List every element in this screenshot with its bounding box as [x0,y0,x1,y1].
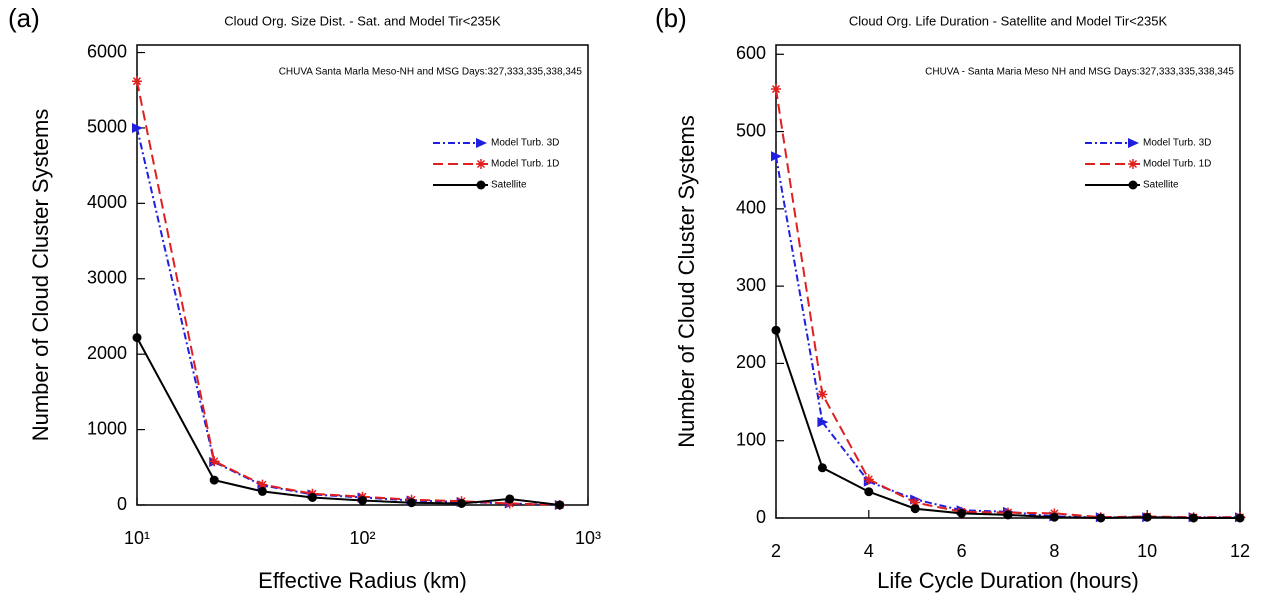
marker-circle [957,508,967,518]
series-line [775,88,1240,519]
panel-label: (a) [8,3,40,33]
y-tick-label: 200 [736,352,766,372]
legend-label: Satellite [491,180,527,191]
y-tick-label: 500 [736,120,766,140]
legend-label: Satellite [1143,180,1179,191]
marker-triangle [771,151,782,162]
y-tick-label: 0 [117,494,127,514]
legend-label: Model Turb. 1D [1143,159,1211,170]
marker-asterisk [817,389,828,400]
marker-circle [1235,513,1245,523]
x-tick-label: 6 [957,541,967,561]
marker-triangle [817,417,829,428]
marker-circle [407,498,417,508]
y-axis-label: Number of Cloud Cluster Systems [28,109,53,442]
panel-label: (b) [655,3,687,33]
marker-circle [771,325,781,335]
marker-asterisk [504,498,515,509]
series-line [775,329,1240,520]
y-tick-label: 3000 [87,268,127,288]
marker-asterisk [863,474,874,485]
marker-circle [358,495,367,505]
marker-asterisk [257,479,268,490]
legend-label: Model Turb. 1D [491,159,559,170]
marker-circle [505,494,515,504]
y-axis-label: Number of Cloud Cluster Systems [674,115,699,448]
y-tick-label: 400 [736,198,766,218]
legend-label: Model Turb. 3D [491,138,559,149]
y-tick-label: 100 [736,429,766,449]
annotation: CHUVA - Santa Maria Meso NH and MSG Days… [925,67,1234,78]
x-tick-label: 10 [1137,541,1157,561]
marker-circle [864,487,874,497]
x-tick-label: 10² [349,528,375,548]
marker-circle [1003,510,1013,520]
x-tick-label: 12 [1230,541,1250,561]
marker-circle [307,492,317,502]
marker-circle [1189,513,1199,523]
marker-circle [457,498,467,508]
plot-frame [136,44,589,506]
marker-asterisk [476,159,486,169]
x-tick-label: 4 [864,541,874,561]
marker-circle [555,500,565,510]
series-line [136,337,560,506]
y-tick-label: 600 [736,43,766,63]
marker-circle [1142,512,1152,522]
marker-asterisk [771,84,781,95]
marker-circle [910,504,920,514]
y-tick-label: 4000 [87,192,127,212]
x-tick-label: 10³ [575,528,601,548]
annotation: CHUVA Santa Marla Meso-NH and MSG Days:3… [279,67,583,78]
x-axis-label: Life Cycle Duration (hours) [877,568,1139,593]
marker-triangle [476,138,487,148]
chart-title: Cloud Org. Life Duration - Satellite and… [849,13,1168,28]
marker-triangle [132,122,143,133]
x-axis-label: Effective Radius (km) [258,568,467,593]
marker-circle [1096,513,1106,523]
y-tick-label: 5000 [87,117,127,137]
y-tick-label: 6000 [87,41,127,61]
legend-label: Model Turb. 3D [1143,138,1211,149]
marker-circle [1128,180,1138,190]
marker-asterisk [209,456,220,467]
marker-triangle [1128,138,1139,148]
y-tick-label: 300 [736,275,766,295]
marker-circle [1049,512,1059,522]
marker-circle [476,180,486,190]
marker-circle [257,486,267,496]
marker-circle [209,475,219,485]
marker-circle [132,333,142,343]
marker-asterisk [132,76,142,87]
series-line [775,156,1240,519]
plot-frame [775,44,1241,519]
x-tick-label: 10¹ [124,528,150,548]
y-tick-label: 1000 [87,418,127,438]
marker-asterisk [910,497,921,508]
y-tick-label: 0 [756,507,766,527]
chart-title: Cloud Org. Size Dist. - Sat. and Model T… [224,13,501,28]
marker-circle [817,463,827,473]
y-tick-label: 2000 [87,343,127,363]
x-tick-label: 2 [771,541,781,561]
marker-asterisk [1128,159,1138,169]
x-tick-label: 8 [1049,541,1059,561]
